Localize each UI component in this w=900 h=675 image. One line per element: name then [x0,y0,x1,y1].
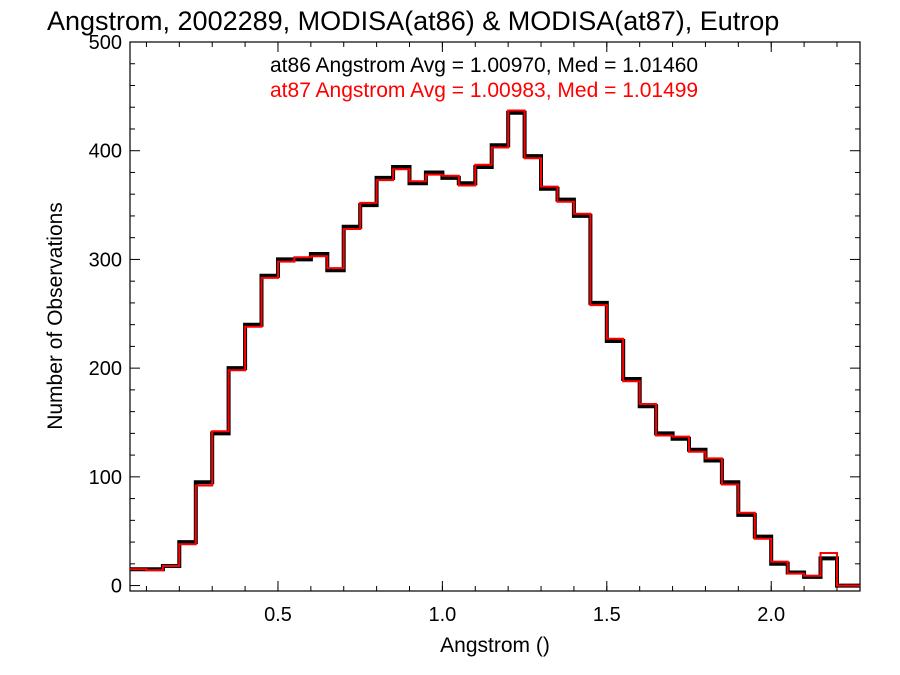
y-tick-label: 200 [89,358,122,380]
legend-at86: at86 Angstrom Avg = 1.00970, Med = 1.014… [270,54,698,77]
legend-at87: at87 Angstrom Avg = 1.00983, Med = 1.014… [270,79,698,102]
y-tick-label: 400 [89,141,122,163]
y-tick-label: 500 [89,32,122,54]
chart-title: Angstrom, 2002289, MODISA(at86) & MODISA… [47,6,779,36]
y-tick-label: 100 [89,467,122,489]
x-axis-label: Angstrom () [440,634,550,657]
y-axis-label: Number of Observations [44,202,67,430]
axis-ticks: 0.5 1.0 1.5 2.0 0 100 200 300 400 500 [89,32,860,626]
series-at86-line [130,110,860,588]
plot-frame [129,41,861,592]
series-at87-line [130,109,860,587]
x-tick-label: 1.5 [593,604,621,626]
y-tick-label: 300 [89,249,122,271]
series-layer [130,109,860,588]
x-tick-label: 1.0 [428,604,456,626]
x-tick-label: 2.0 [757,604,785,626]
y-tick-label: 0 [111,576,122,598]
x-tick-label: 0.5 [264,604,292,626]
